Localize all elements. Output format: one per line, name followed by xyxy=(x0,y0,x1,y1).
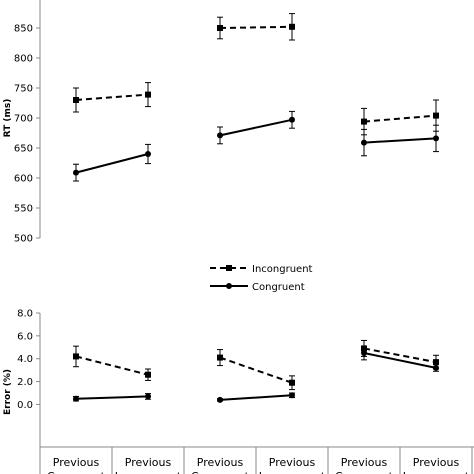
series-line-segment xyxy=(75,395,149,400)
series-congruent xyxy=(73,345,439,403)
legend: Incongruent Congruent xyxy=(210,264,313,293)
y-tick-label: 500 xyxy=(14,234,33,245)
data-point-circle xyxy=(145,151,151,157)
category-label: Previous xyxy=(125,456,172,469)
y-tick-label: 2.0 xyxy=(17,377,33,388)
data-point-square xyxy=(217,354,223,361)
legend-marker-square xyxy=(226,265,232,271)
series-congruent xyxy=(73,110,439,182)
series-line-segment xyxy=(75,153,149,174)
series-line-segment xyxy=(363,352,437,369)
category-table: PreviousCongruentPreviousIncongruentPrev… xyxy=(39,446,474,474)
y-tick-label: 700 xyxy=(14,114,33,125)
y-tick-label: 0.0 xyxy=(17,400,33,411)
data-point-circle xyxy=(73,395,79,402)
data-point-circle xyxy=(361,350,367,356)
series-line-segment xyxy=(75,93,149,101)
data-point-square xyxy=(361,118,367,125)
y-tick-label: 650 xyxy=(14,144,33,155)
legend-label: Congruent xyxy=(252,282,305,293)
category-label: Incongruent xyxy=(115,470,182,474)
y-tick-label: 6.0 xyxy=(17,331,33,342)
data-point-square xyxy=(289,23,295,30)
y-tick-label: 550 xyxy=(14,204,33,215)
category-label: Incongruent xyxy=(259,470,326,474)
y-tick-label: 4.0 xyxy=(17,354,33,365)
data-point-square xyxy=(433,359,439,366)
legend-marker-circle xyxy=(226,283,232,289)
y-axis-label: Error (%) xyxy=(3,369,13,415)
series-line-segment xyxy=(75,355,149,376)
category-label: Congruent xyxy=(191,470,250,474)
y-axis-label: RT (ms) xyxy=(3,99,13,138)
data-point-square xyxy=(145,371,151,378)
y-tick-label: 8.0 xyxy=(17,309,33,320)
series-line-segment xyxy=(219,394,293,401)
y-tick-label: 800 xyxy=(14,54,33,65)
data-point-square xyxy=(73,97,79,103)
series-incongruent xyxy=(73,339,439,391)
category-label: Previous xyxy=(197,456,244,469)
data-point-square xyxy=(217,25,223,31)
data-point-square xyxy=(433,112,439,119)
data-point-circle xyxy=(217,396,223,403)
category-label: Previous xyxy=(413,456,460,469)
y-tick-label: 600 xyxy=(14,174,33,185)
data-point-square xyxy=(289,379,295,386)
series-incongruent xyxy=(73,13,439,136)
series-line-segment xyxy=(363,114,437,123)
data-point-square xyxy=(145,91,151,98)
category-label: Incongruent xyxy=(403,470,470,474)
data-point-circle xyxy=(145,393,151,400)
panel-rt: 500 550 600 650 700 750 800 850 RT (ms) xyxy=(3,0,439,245)
category-label: Previous xyxy=(269,456,316,469)
panel-error: 0.0 2.0 4.0 6.0 8.0 Error (%) xyxy=(3,309,439,473)
data-point-circle xyxy=(73,169,79,176)
data-point-circle xyxy=(361,139,367,146)
legend-item-congruent: Congruent xyxy=(210,282,305,293)
series-line-segment xyxy=(219,118,293,137)
data-point-circle xyxy=(433,364,439,371)
legend-label: Incongruent xyxy=(252,264,313,275)
category-label: Previous xyxy=(341,456,388,469)
series-line-segment xyxy=(219,25,293,29)
series-line-segment xyxy=(219,356,293,384)
category-label: Congruent xyxy=(335,470,394,474)
data-point-circle xyxy=(289,116,295,123)
data-point-circle xyxy=(433,135,439,142)
category-label: Previous xyxy=(53,456,100,469)
category-label: Congruent xyxy=(47,470,106,474)
y-tick-label: 850 xyxy=(14,24,33,35)
data-point-circle xyxy=(217,132,223,139)
series-line-segment xyxy=(363,137,437,144)
y-tick-label: 750 xyxy=(14,84,33,95)
data-point-circle xyxy=(289,392,295,399)
data-point-square xyxy=(73,353,79,360)
series-line-segment xyxy=(363,347,437,364)
legend-item-incongruent: Incongruent xyxy=(210,264,313,275)
